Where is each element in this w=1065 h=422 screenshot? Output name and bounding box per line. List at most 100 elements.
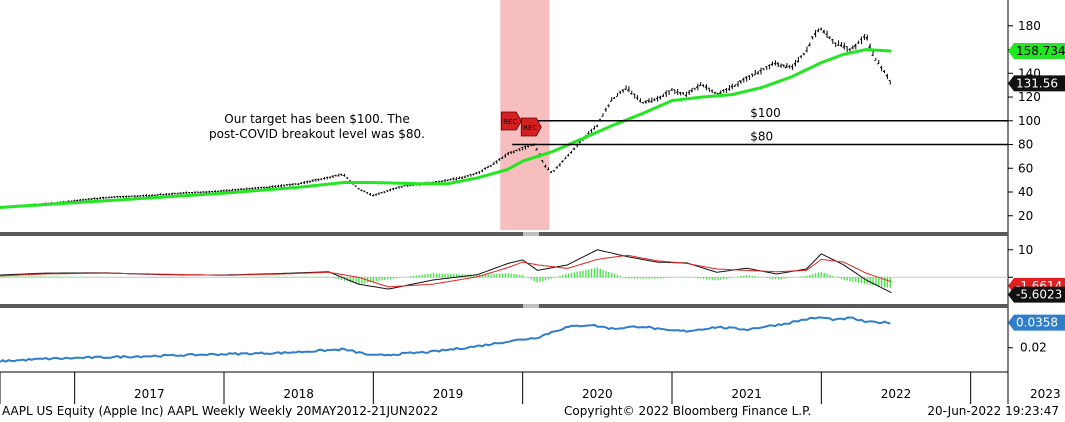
price-bar-tick (179, 192, 182, 194)
price-bar-tick (164, 193, 167, 195)
price-bar-tick (784, 65, 788, 69)
price-bar-tick (816, 29, 819, 32)
price-bar-tick (848, 48, 851, 51)
price-bar-tick (819, 28, 822, 31)
ratio-ytick-label: 0.02 (1020, 341, 1047, 355)
price-bar-tick (868, 45, 871, 49)
price-bar-tick (549, 171, 552, 174)
price-bar-tick (81, 199, 84, 201)
price-last-value-bg (1008, 75, 1065, 92)
price-bar-tick (222, 189, 225, 192)
panel-divider (0, 304, 1008, 308)
price-bar-tick (250, 187, 253, 190)
level-label: $80 (750, 130, 773, 144)
price-bar-tick (756, 72, 759, 75)
price-bar-tick (291, 183, 294, 186)
macd-ytick-label: 10 (1018, 243, 1033, 257)
price-ytick-label: 100 (1018, 114, 1041, 128)
price-bar-tick (701, 84, 704, 87)
price-bar-tick (744, 76, 747, 79)
price-bar-tick (822, 29, 825, 34)
x-year-label: 2022 (881, 387, 912, 401)
price-bar-tick (658, 96, 661, 99)
macd-last-value: -5.6023 (1016, 288, 1062, 302)
price-bar-tick (506, 153, 509, 155)
price-bar-tick (793, 62, 796, 66)
price-bar-tick (535, 148, 538, 151)
price-bar-tick (664, 92, 667, 95)
x-year-label: 2019 (433, 387, 464, 401)
price-bar-tick (681, 92, 684, 95)
price-bar-tick (733, 85, 736, 88)
price-bar-tick (205, 191, 207, 193)
price-bar-tick (790, 66, 793, 68)
price-bar-tick (383, 191, 385, 193)
price-bar-tick (718, 91, 722, 95)
price-bar-tick (776, 62, 779, 66)
price-bar-tick (595, 125, 598, 127)
price-bar-tick (698, 84, 702, 87)
price-bar-tick (627, 88, 630, 92)
price-bar-tick (561, 160, 564, 163)
price-bar-tick (676, 91, 678, 93)
price-bar-tick (624, 88, 627, 91)
price-bar-tick (738, 80, 742, 84)
price-bar-tick (759, 69, 762, 72)
price-bar-tick (601, 115, 604, 118)
price-bar-tick (684, 94, 687, 97)
rec-marker (500, 111, 522, 131)
price-bar-tick (773, 62, 776, 65)
price-bar-tick (690, 89, 693, 93)
panel-divider-handle (523, 304, 539, 308)
price-bar-tick (839, 44, 842, 47)
price-bar-tick (888, 79, 891, 82)
price-bar-tick (853, 43, 857, 48)
price-bar-tick (644, 100, 647, 104)
target-annotation: Our target has been $100. The post-COVID… (202, 112, 432, 142)
price-ytick-label: 20 (1018, 209, 1033, 223)
price-bar-tick (460, 177, 463, 179)
price-bar-tick (767, 64, 770, 67)
x-year-label: 2020 (582, 387, 613, 401)
price-bar-tick (828, 36, 831, 40)
price-bar-tick (753, 73, 756, 76)
rec-marker (520, 117, 542, 137)
ma-last-value: 158.734 (1016, 44, 1065, 58)
price-bar-tick (621, 89, 624, 92)
price-bar-tick (486, 166, 489, 169)
price-bar-tick (842, 45, 845, 49)
price-bar-tick (813, 32, 817, 36)
price-ytick-label: 60 (1018, 161, 1033, 175)
price-bar-tick (271, 185, 274, 188)
price-bar-tick (483, 167, 486, 170)
price-ytick-label: 80 (1018, 138, 1033, 152)
price-bar-tick (727, 88, 730, 91)
price-bar-tick (317, 178, 319, 181)
price-bar-tick (722, 89, 724, 92)
price-bar-tick (802, 52, 805, 55)
x-year-label: 2017 (134, 387, 165, 401)
price-bar-tick (661, 94, 664, 97)
ma-last-value-bg (1008, 43, 1065, 60)
ratio-last-value: 0.0358 (1016, 316, 1058, 330)
panel-divider-handle (523, 232, 539, 236)
price-bar-tick (305, 181, 308, 183)
price-bar-tick (876, 62, 880, 65)
price-bar-tick (302, 181, 305, 184)
price-bar-tick (865, 36, 868, 40)
signal-line (0, 254, 892, 288)
price-ytick-label: 120 (1018, 90, 1041, 104)
ratio-line (0, 316, 891, 363)
price-bar-tick (810, 36, 814, 39)
price-bar-tick (526, 145, 529, 148)
panel-divider (0, 232, 1008, 236)
macd-last-value-bg (1008, 286, 1065, 303)
price-bar-tick (95, 197, 98, 200)
price-bar-tick (319, 178, 322, 180)
annotation-line-2: post-COVID breakout level was $80. (209, 127, 425, 141)
price-bar-tick (695, 85, 699, 89)
price-bar-tick (796, 60, 799, 63)
price-bar-tick (279, 185, 282, 187)
x-year-label: 2023 (1030, 387, 1061, 401)
price-bar-tick (265, 186, 268, 189)
